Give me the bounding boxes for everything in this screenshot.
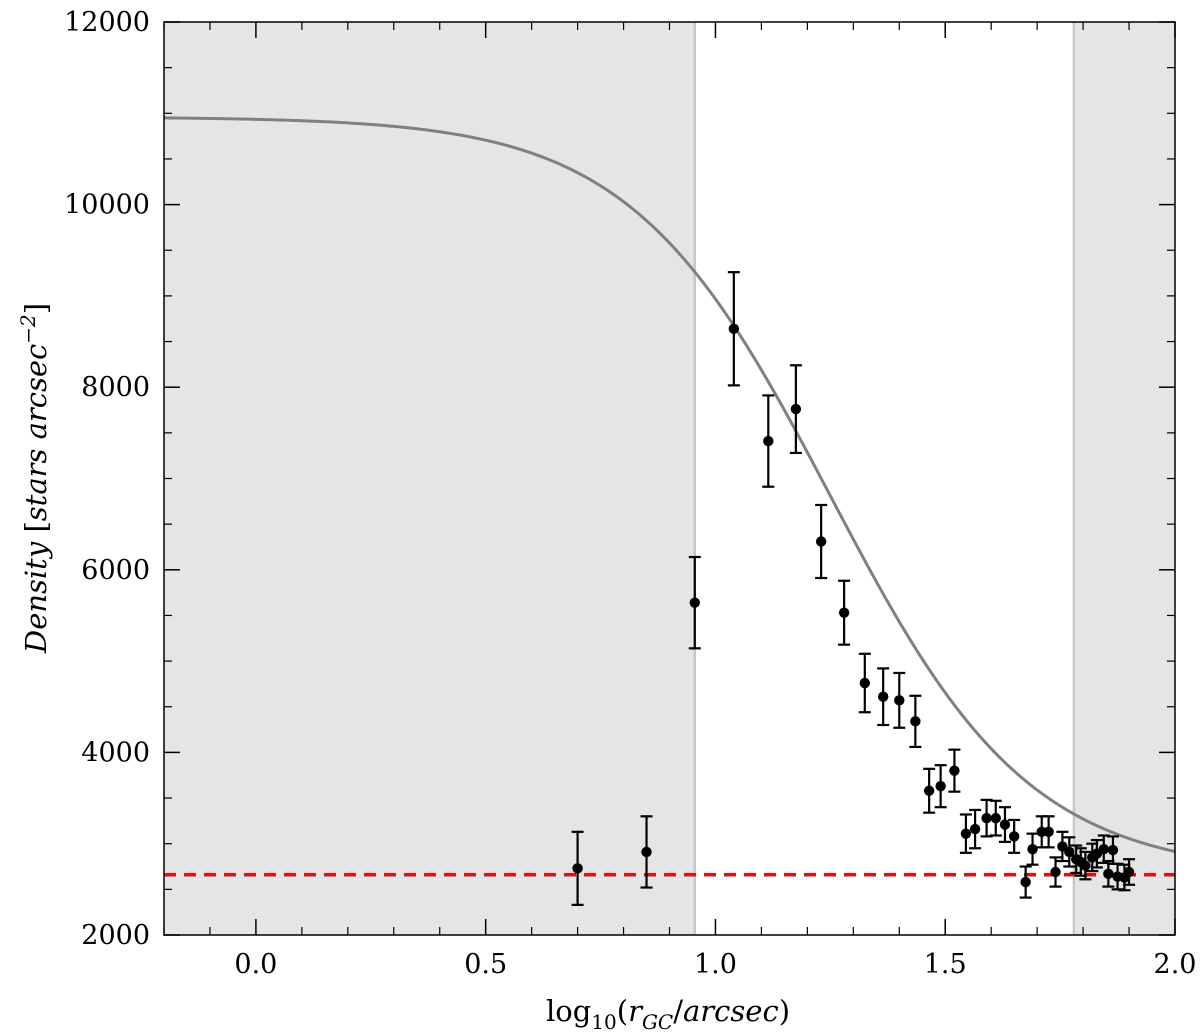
data-marker (641, 846, 652, 858)
data-marker (1080, 860, 1091, 871)
excluded-region-1 (164, 22, 695, 935)
tick-labels-layer: 0.0 0.5 1.0 1.5 2.0 2000 4000 6000 8000 10000 1200… (64, 7, 1196, 980)
data-point-3 (688, 555, 701, 650)
data-point-31 (1079, 850, 1092, 881)
y-tick-label: 8000 (81, 372, 150, 403)
data-marker (990, 812, 1001, 824)
data-marker (949, 765, 960, 776)
data-marker (1008, 831, 1020, 842)
data-marker (790, 403, 802, 415)
data-point-25 (1042, 815, 1055, 849)
data-marker (1020, 876, 1031, 888)
data-point-16 (959, 813, 972, 854)
data-marker (1050, 866, 1061, 878)
data-marker (1103, 868, 1114, 880)
data-marker (1043, 826, 1054, 838)
data-marker (1098, 843, 1109, 855)
data-marker (877, 691, 889, 702)
data-marker (1123, 866, 1135, 878)
axis-ticks-layer (163, 21, 1176, 936)
excluded-region-layer (164, 22, 1175, 935)
data-marker (763, 435, 774, 447)
data-point-8 (838, 579, 851, 646)
data-marker (838, 607, 850, 618)
y-tick-label: 10000 (64, 190, 150, 221)
data-point-22 (1019, 865, 1032, 899)
data-point-5 (762, 394, 775, 488)
data-marker (935, 780, 946, 792)
y-tick-label: 12000 (64, 7, 150, 38)
data-marker (1027, 843, 1038, 855)
data-point-12 (909, 694, 922, 749)
data-point-19 (989, 799, 1002, 837)
data-marker (969, 823, 981, 835)
data-point-20 (998, 806, 1011, 843)
data-marker (689, 597, 700, 608)
data-marker (859, 677, 871, 689)
y-axis-title: Density [stars arcsec−2] (16, 303, 53, 654)
x-tick-label: 0.0 (234, 949, 277, 980)
data-point-28 (1063, 836, 1076, 868)
data-points-layer (571, 271, 1136, 906)
y-tick-label: 6000 (81, 555, 150, 586)
data-marker (910, 716, 921, 727)
data-point-14 (934, 764, 947, 809)
fit-curve-layer (163, 116, 1176, 853)
x-tick-label: 1.0 (694, 949, 737, 980)
y-tick-label: 4000 (81, 737, 150, 768)
data-marker (815, 536, 827, 547)
data-point-4 (727, 271, 740, 387)
data-marker (894, 695, 905, 706)
data-point-9 (858, 652, 871, 714)
data-point-26 (1049, 856, 1062, 888)
data-point-18 (980, 798, 993, 838)
data-marker (1107, 844, 1119, 856)
data-marker (1064, 846, 1075, 858)
data-marker (572, 863, 583, 874)
data-point-6 (789, 364, 802, 455)
excluded-region-2 (1073, 22, 1175, 935)
data-point-33 (1090, 838, 1103, 869)
x-axis-title: log10(rGC/arcsec) (546, 994, 790, 1032)
data-point-11 (893, 671, 906, 729)
data-marker (728, 323, 740, 334)
data-marker (981, 812, 992, 824)
data-point-21 (1008, 818, 1021, 854)
data-point-23 (1026, 832, 1039, 866)
data-marker (923, 785, 935, 796)
x-tick-label: 1.5 (924, 949, 967, 980)
x-tick-label: 0.5 (464, 949, 507, 980)
data-point-2 (640, 815, 653, 889)
x-tick-label: 2.0 (1154, 949, 1197, 980)
data-point-17 (969, 808, 982, 850)
data-point-1 (571, 830, 584, 906)
data-point-13 (923, 767, 936, 814)
y-tick-label: 2000 (81, 920, 150, 951)
data-point-10 (877, 667, 890, 727)
data-marker (960, 828, 972, 839)
data-point-7 (815, 503, 828, 580)
data-point-39 (1123, 858, 1136, 886)
data-marker (999, 819, 1011, 830)
fit-curve (163, 116, 1176, 853)
data-point-15 (948, 748, 961, 793)
